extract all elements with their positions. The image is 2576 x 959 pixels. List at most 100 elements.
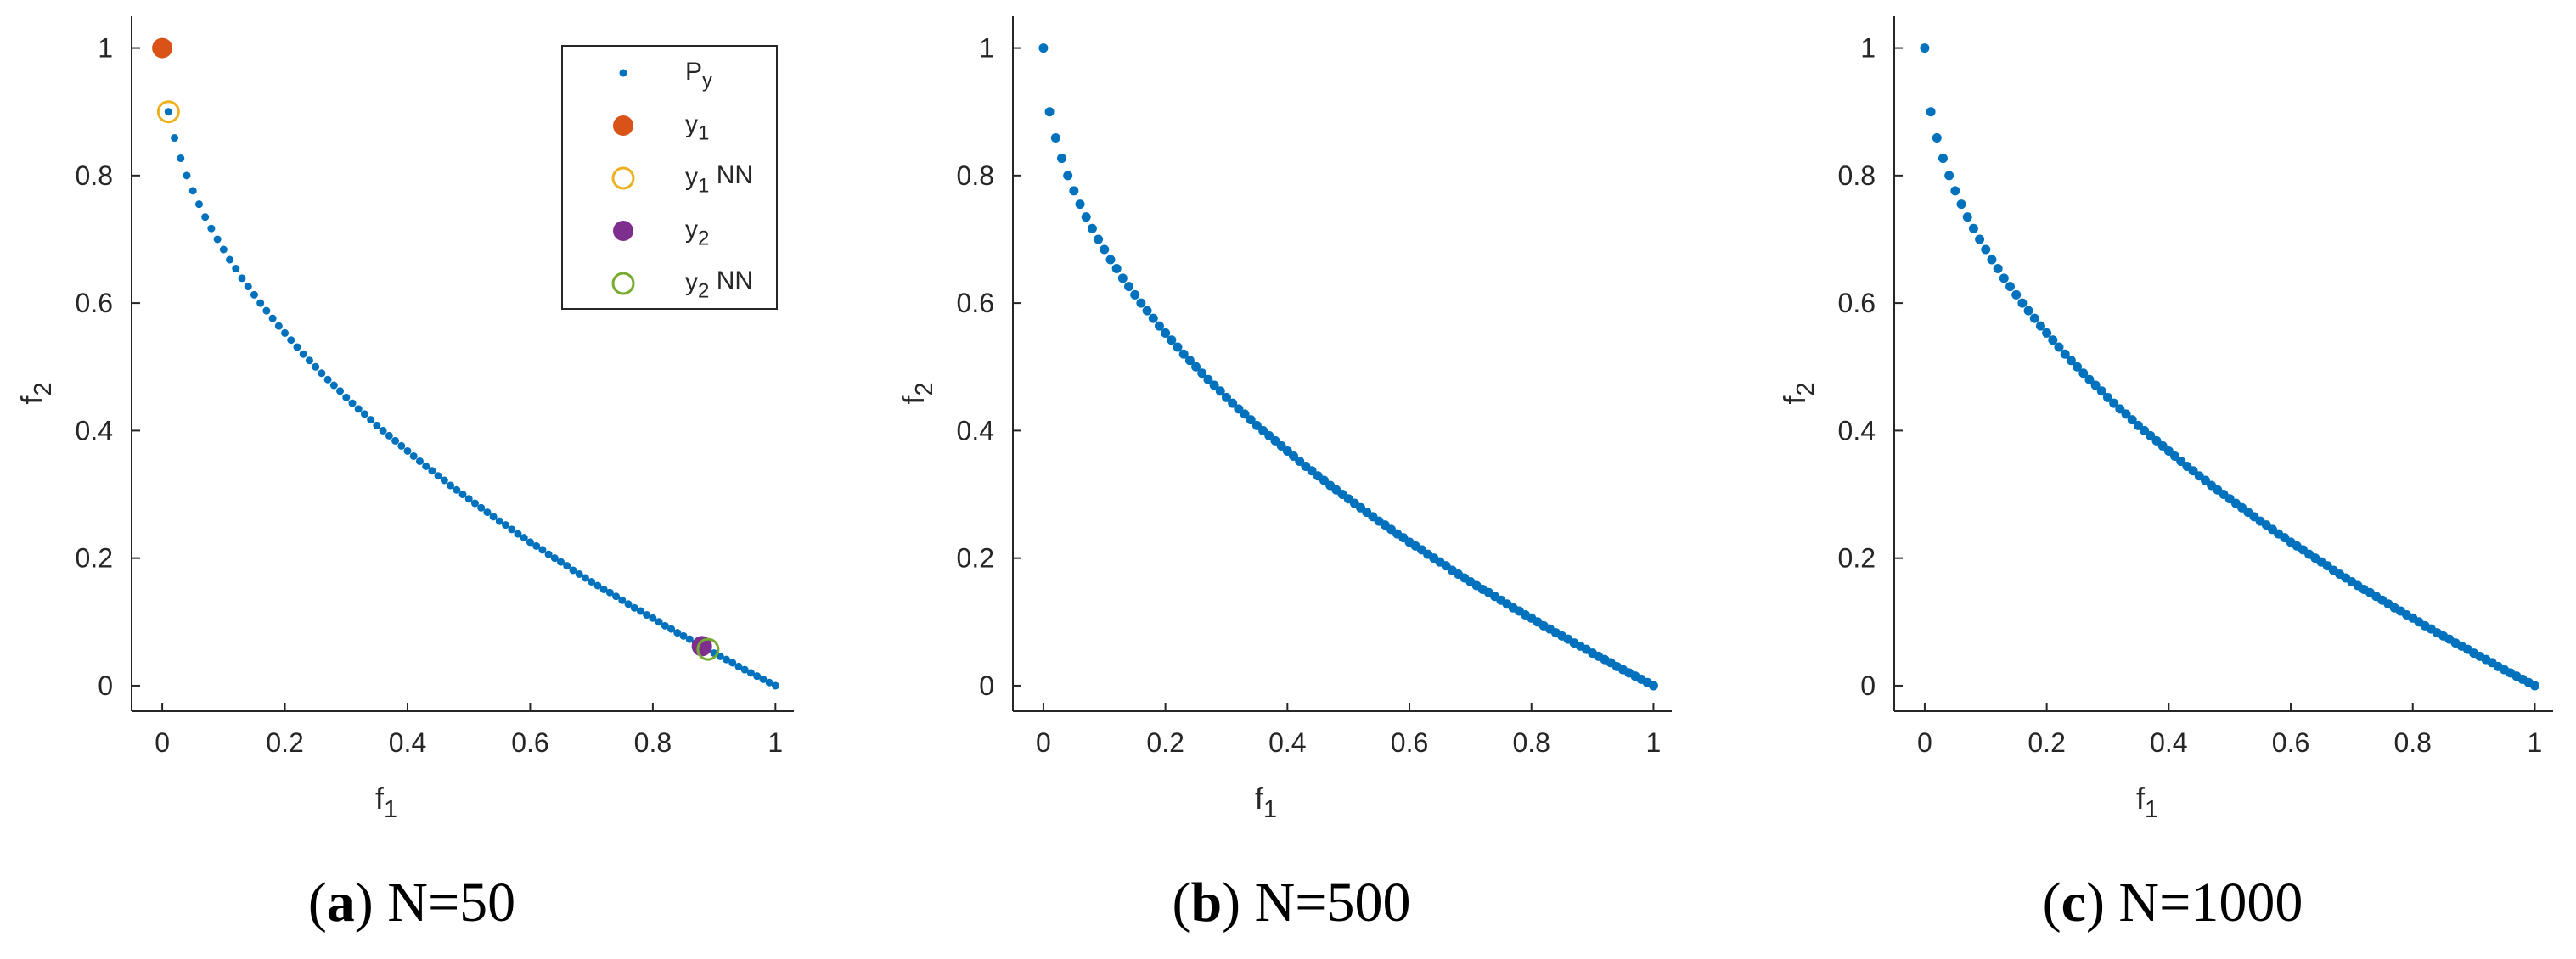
y-tick-label: 0.6 [1838,288,1876,318]
point [447,481,455,490]
x-tick-label: 0.4 [2150,727,2187,758]
point [2176,456,2186,466]
point [728,659,737,667]
point [1319,475,1329,485]
y-tick-label: 0.8 [76,160,113,191]
x-tick-label: 0.8 [2393,727,2431,758]
point [740,665,749,674]
caption: (a) N=50 [308,872,515,934]
y-tick-label: 0.4 [1838,415,1876,446]
point [1993,264,2003,274]
point [299,350,307,358]
point [2084,374,2095,384]
y-tick-label: 0.6 [76,288,113,318]
legend-swatch [613,221,633,241]
point [1038,43,1049,53]
point [422,462,430,470]
point [360,410,368,418]
point [2042,328,2052,338]
y-axis-label: f2 [1777,382,1820,404]
point [1295,456,1305,466]
point [2163,446,2174,456]
x-axis-label: f1 [375,781,397,823]
point [1063,171,1073,181]
chart: 0 0.2 0.4 0.6 0.8 1 0 0.2 0.4 0.6 0.8 1 f1 f2 (b) N=50… [896,16,1672,934]
legend-box [561,45,778,310]
point [1100,244,1110,255]
point [1203,374,1213,384]
point [1167,335,1177,345]
y-tick-label: 0.4 [76,415,113,446]
point [2017,298,2028,308]
y-tick-label: 0 [98,670,113,701]
x-tick-label: 0.8 [634,727,672,758]
point [636,607,644,615]
point [354,405,363,413]
point [661,621,669,630]
point [171,134,179,143]
point [612,592,621,601]
point [1975,234,1985,244]
point [1075,199,1085,210]
point [183,171,191,180]
x-axis-label: f1 [2136,781,2158,823]
point [2115,404,2125,414]
point [293,343,301,351]
point [2170,451,2180,461]
point [588,577,596,586]
point [1173,342,1183,352]
point [605,588,614,597]
point [520,534,528,542]
y-tick-label: 1 [979,33,994,64]
point [1981,244,1991,255]
chart: 0 0.2 0.4 0.6 0.8 1 0 0.2 0.4 0.6 0.8 1 f1 f2 (a) N=50… [14,16,794,934]
point [342,393,351,401]
y-tick-label: 0.6 [957,288,994,318]
point [1081,212,1091,222]
point [1221,392,1231,402]
point [2023,306,2033,316]
point [219,245,228,254]
point [1264,430,1274,440]
point [428,467,436,475]
x-tick-label: 0.2 [266,727,303,758]
point [599,585,608,593]
point [1987,255,1997,265]
point [1094,234,1104,244]
y-tick-label: 0.4 [957,415,994,446]
point [440,476,448,485]
point [1136,298,1146,308]
point [679,631,688,640]
point [569,566,577,575]
point [281,328,290,337]
point [1950,186,1960,196]
point [1148,313,1158,323]
point [2054,342,2064,352]
y-tick-label: 1 [1860,33,1876,64]
point [464,495,473,503]
point [1111,264,1122,274]
point [373,421,381,429]
point [470,499,479,508]
point [495,517,503,525]
legend-label: y1 NN [685,161,753,198]
point [593,581,602,590]
point [256,299,265,307]
point [2096,386,2106,396]
point [563,562,571,570]
x-tick-label: 0.6 [1391,727,1428,758]
x-tick-label: 0.2 [2028,727,2065,758]
point [458,491,467,499]
point [409,451,418,460]
point [1056,154,1066,164]
point [201,213,210,222]
point [685,635,694,643]
point [207,224,216,233]
point [453,485,461,494]
point [2090,380,2101,390]
y-axis-label: f2 [896,382,938,404]
point [771,681,779,690]
point [655,618,663,626]
x-tick-label: 1 [2528,727,2543,758]
x-tick-label: 0.6 [2272,727,2309,758]
